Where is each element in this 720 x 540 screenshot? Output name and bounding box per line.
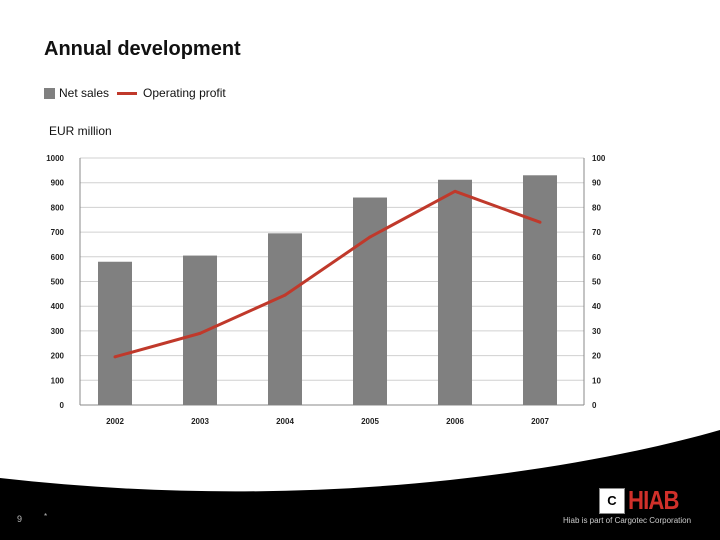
y-left-tick-label: 900 xyxy=(51,179,65,188)
y-left-tick-label: 100 xyxy=(51,376,65,385)
y-right-tick-label: 0 xyxy=(592,401,597,410)
legend-swatch-net-sales xyxy=(44,87,55,99)
bar-net-sales xyxy=(183,255,217,405)
page-number: 9 xyxy=(17,514,23,524)
y-left-tick-label: 800 xyxy=(51,203,65,212)
y-right-tick-label: 70 xyxy=(592,228,601,237)
logo-text: HIAB xyxy=(628,485,679,515)
y-right-tick-label: 40 xyxy=(592,302,601,311)
y-left-tick-label: 600 xyxy=(51,253,65,262)
y-left-tick-label: 400 xyxy=(51,302,65,311)
legend-label-net-sales: Net sales xyxy=(59,86,110,100)
point-operating-profit xyxy=(538,220,542,224)
logo-emblem-icon: C xyxy=(599,487,625,514)
point-operating-profit xyxy=(198,331,202,335)
y-right-tick-label: 60 xyxy=(592,253,601,262)
legend: Net sales Operating profit xyxy=(44,86,226,100)
x-tick-label: 2007 xyxy=(531,417,549,426)
unit-label: EUR million xyxy=(49,124,112,138)
x-tick-label: 2002 xyxy=(106,417,124,426)
y-left-tick-label: 300 xyxy=(51,327,65,336)
y-right-tick-label: 90 xyxy=(592,179,601,188)
point-operating-profit xyxy=(113,355,117,359)
line-operating-profit xyxy=(114,189,541,359)
bar-net-sales xyxy=(438,179,472,405)
y-right-tick-label: 10 xyxy=(592,376,601,385)
y-right-tick-label: 50 xyxy=(592,278,601,287)
bar-net-sales xyxy=(268,233,302,405)
x-tick-label: 2006 xyxy=(446,417,464,426)
footer-mark: * xyxy=(44,512,48,521)
bar-net-sales xyxy=(353,197,387,405)
y-left-tick-label: 700 xyxy=(51,228,65,237)
y-left-tick-label: 500 xyxy=(51,278,65,287)
tagline: Hiab is part of Cargotec Corporation xyxy=(563,516,692,525)
y-left-tick-label: 200 xyxy=(51,352,65,361)
y-left-tick-label: 0 xyxy=(60,401,65,410)
point-operating-profit xyxy=(283,293,287,297)
bar-net-sales xyxy=(523,175,557,405)
y-right-tick-label: 30 xyxy=(592,327,601,336)
x-tick-label: 2005 xyxy=(361,417,379,426)
legend-label-operating-profit: Operating profit xyxy=(143,86,226,100)
y-right-tick-label: 80 xyxy=(592,203,601,212)
legend-swatch-operating-profit xyxy=(117,91,138,95)
y-right-tick-label: 100 xyxy=(592,154,606,163)
y-right-tick-label: 20 xyxy=(592,352,601,361)
x-tick-label: 2003 xyxy=(191,417,209,426)
x-tick-label: 2004 xyxy=(276,417,294,426)
footer-band xyxy=(0,430,720,540)
hiab-logo: C HIAB xyxy=(599,485,688,516)
slide-title: Annual development xyxy=(44,38,241,60)
point-operating-profit xyxy=(368,235,372,239)
point-operating-profit xyxy=(453,189,457,193)
bar-net-sales xyxy=(98,261,132,405)
y-left-tick-label: 1000 xyxy=(46,154,64,163)
